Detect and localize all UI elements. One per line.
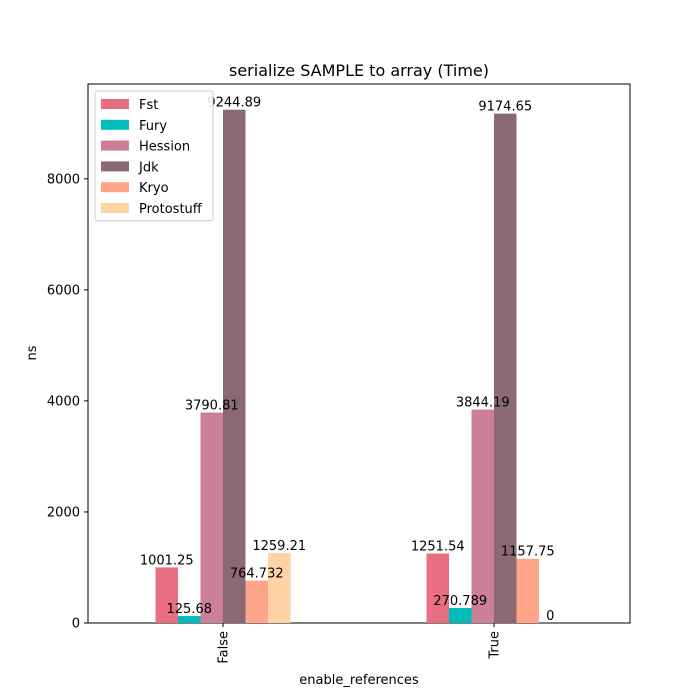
bar-label-kryo-false: 764.732 xyxy=(230,567,284,582)
bar-fury-true xyxy=(449,607,472,623)
bar-jdk-true xyxy=(494,113,517,624)
legend-swatch-fst xyxy=(101,99,129,109)
bar-hession-false xyxy=(200,412,223,623)
legend-label-protostuff: Protostuff xyxy=(139,202,203,217)
bar-label-protostuff-true: 0 xyxy=(546,609,554,624)
legend-label-hession: Hession xyxy=(139,140,190,155)
bar-labels-layer: 1001.25 1251.54 125.68 270.789 3790.81 3844.1… xyxy=(140,96,555,624)
legend-swatch-hession xyxy=(101,140,129,151)
bar-label-hession-true: 3844.19 xyxy=(456,396,510,411)
legend-swatch-fury xyxy=(101,119,129,130)
bar-fst-false xyxy=(155,567,178,623)
legend: Fst Fury Hession Jdk Kryo Protostuff xyxy=(94,90,214,222)
bar-kryo-false xyxy=(245,580,268,623)
bar-label-kryo-true: 1157.75 xyxy=(501,545,555,560)
legend-label-kryo: Kryo xyxy=(139,181,169,196)
legend-swatch-jdk xyxy=(101,161,129,172)
legend-label-jdk: Jdk xyxy=(138,160,159,175)
legend-label-fury: Fury xyxy=(139,119,167,134)
bar-label-hession-false: 3790.81 xyxy=(185,399,239,414)
bar-fst-true xyxy=(426,553,449,623)
chart-title: serialize SAMPLE to array (Time) xyxy=(229,61,489,80)
bar-label-fst-false: 1001.25 xyxy=(140,553,194,568)
bar-label-jdk-false: 9244.89 xyxy=(207,96,261,111)
bars-layer xyxy=(155,109,539,624)
x-axis-label: enable_references xyxy=(299,673,419,688)
bar-jdk-false xyxy=(223,109,246,624)
bar-kryo-true xyxy=(516,558,539,623)
legend-swatch-protostuff xyxy=(101,203,129,213)
legend-label-fst: Fst xyxy=(139,98,158,113)
y-axis-label: ns xyxy=(25,345,40,360)
legend-swatch-kryo xyxy=(101,182,129,193)
y-tick-label: 4000 xyxy=(47,394,80,409)
x-axis: False True xyxy=(217,623,503,664)
y-axis: 0 2000 4000 6000 8000 xyxy=(47,172,88,632)
bar-fury-false xyxy=(178,616,201,623)
y-tick-label: 8000 xyxy=(47,172,80,187)
y-tick-label: 6000 xyxy=(47,283,80,298)
y-tick-label: 0 xyxy=(72,617,80,632)
plot-area xyxy=(87,83,631,624)
bar-protostuff-false xyxy=(268,553,291,623)
bar-label-fury-true: 270.789 xyxy=(433,594,487,609)
bar-label-fst-true: 1251.54 xyxy=(411,540,465,555)
y-tick-label: 2000 xyxy=(47,505,80,520)
x-tick-label-true: True xyxy=(488,631,503,660)
bar-label-fury-false: 125.68 xyxy=(167,602,213,617)
bar-hession-true xyxy=(471,409,494,623)
x-tick-label-false: False xyxy=(217,631,232,664)
bar-label-protostuff-false: 1259.21 xyxy=(252,539,306,554)
bar-label-jdk-true: 9174.65 xyxy=(478,100,532,115)
